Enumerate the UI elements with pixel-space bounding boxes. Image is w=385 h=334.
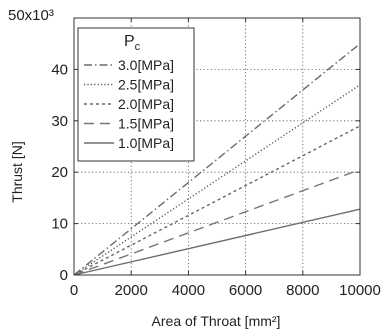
- legend: Pc 3.0[MPa] 2.5[MPa] 2.0[MPa] 1.5[MPa] 1.0[M…: [77, 27, 195, 162]
- x-axis-title: Area of Throat [mm²]: [152, 313, 281, 329]
- y-tick-label: 20: [51, 164, 68, 181]
- series-line: [73, 84, 361, 276]
- y-tick-label: 0: [60, 267, 68, 284]
- y-axis-title: Thrust [N]: [9, 141, 25, 202]
- y-tick-label: 10: [51, 216, 68, 233]
- series-line: [73, 168, 361, 276]
- legend-entry-label: 2.5[MPa]: [118, 77, 174, 93]
- legend-title: Pc: [124, 33, 141, 53]
- x-tick-label: 0: [70, 282, 78, 299]
- series-line: [73, 208, 361, 276]
- plot-frame: [73, 17, 361, 276]
- y-tick-label: 40: [51, 61, 68, 78]
- x-tick-label: 8000: [286, 282, 319, 299]
- x-tick-label: 2000: [115, 282, 148, 299]
- x-tick-label: 10000: [339, 282, 381, 299]
- legend-entry-label: 3.0[MPa]: [118, 57, 174, 73]
- legend-items: 3.0[MPa] 2.5[MPa] 2.0[MPa] 1.5[MPa] 1.0[MPa]: [84, 57, 174, 151]
- series-line: [73, 43, 361, 276]
- y-tick-label: 30: [51, 113, 68, 130]
- legend-entry-label: 1.5[MPa]: [118, 116, 174, 132]
- series-lines: [73, 43, 361, 276]
- legend-title-main: P: [124, 33, 135, 50]
- x-tick-label: 6000: [229, 282, 262, 299]
- axis-ticks: 0 2000 4000 6000 8000 10000 0 10 20 30 40: [51, 18, 381, 299]
- legend-entry-label: 2.0[MPa]: [118, 96, 174, 112]
- legend-box: [77, 27, 195, 162]
- legend-entry-label: 1.0[MPa]: [118, 135, 174, 151]
- legend-title-sub: c: [135, 41, 141, 53]
- x-tick-label: 4000: [172, 282, 205, 299]
- y-multiplier-label: 50x10³: [8, 7, 54, 24]
